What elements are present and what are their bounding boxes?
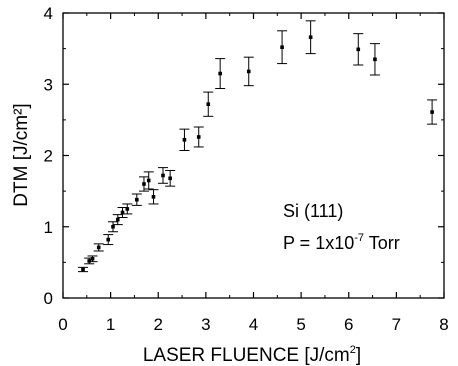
x-tick-label: 1 (106, 315, 115, 334)
data-point (93, 243, 104, 252)
x-axis-label: LASER FLUENCE [J/cm2] (143, 344, 361, 366)
x-tick-label: 7 (392, 315, 401, 334)
data-point (277, 30, 288, 65)
data-point (353, 33, 364, 66)
point-marker (142, 182, 146, 186)
data-point (103, 234, 114, 246)
y-tick-label: 2 (44, 147, 53, 166)
data-point (78, 266, 89, 273)
point-marker (90, 257, 95, 261)
annotation-pressure: P = 1x10-7 Torr (283, 232, 400, 253)
data-point (158, 167, 169, 184)
point-marker (135, 197, 139, 202)
data-point (215, 58, 226, 90)
x-tick-label: 2 (154, 315, 163, 334)
axis-tick-labels: 0 1 2 3 4 5 6 7 8 0 1 2 3 4 (44, 4, 449, 334)
point-marker (151, 195, 156, 199)
point-marker (246, 69, 251, 74)
data-point (112, 214, 123, 226)
point-marker (206, 102, 211, 106)
point-marker (81, 267, 85, 272)
plot-area-frame (62, 12, 445, 299)
point-marker (280, 45, 284, 49)
data-point (243, 56, 254, 87)
point-marker (218, 71, 222, 76)
point-marker (182, 138, 187, 142)
data-point (427, 99, 438, 125)
data-point (203, 91, 214, 117)
data-point (369, 43, 380, 76)
point-marker (430, 110, 434, 114)
point-marker (161, 173, 165, 178)
y-tick-label: 0 (44, 289, 53, 308)
data-point (108, 221, 119, 233)
x-tick-label: 6 (344, 315, 353, 334)
point-marker (373, 57, 377, 62)
point-marker (168, 176, 172, 181)
point-marker (125, 207, 130, 211)
data-point (305, 20, 316, 55)
x-tick-label: 3 (201, 315, 210, 334)
y-tick-label: 4 (44, 4, 53, 23)
data-point (122, 203, 133, 215)
point-marker (356, 47, 361, 52)
point-marker (308, 35, 313, 40)
data-points (78, 20, 438, 273)
point-marker (146, 178, 151, 183)
point-marker (87, 259, 91, 263)
data-point (165, 169, 176, 187)
y-tick-label: 3 (44, 75, 53, 94)
point-marker (111, 224, 115, 229)
x-tick-label: 4 (249, 315, 258, 334)
point-marker (120, 210, 125, 215)
x-tick-label: 8 (439, 315, 448, 334)
data-point (148, 189, 159, 205)
x-tick-label: 5 (296, 315, 305, 334)
data-point (131, 193, 142, 206)
x-tick-label: 0 (58, 315, 67, 334)
y-tick-label: 1 (44, 218, 53, 237)
y-axis-label: DTM [J/cm²] (11, 103, 32, 206)
point-marker (196, 135, 201, 139)
data-point (193, 126, 204, 148)
data-point (143, 171, 154, 190)
annotation-sample: Si (111) (283, 201, 343, 221)
data-point (179, 128, 190, 152)
point-marker (106, 237, 111, 242)
point-marker (96, 245, 101, 250)
axis-ticks (62, 12, 445, 299)
data-point (87, 255, 98, 263)
point-marker (115, 217, 120, 222)
